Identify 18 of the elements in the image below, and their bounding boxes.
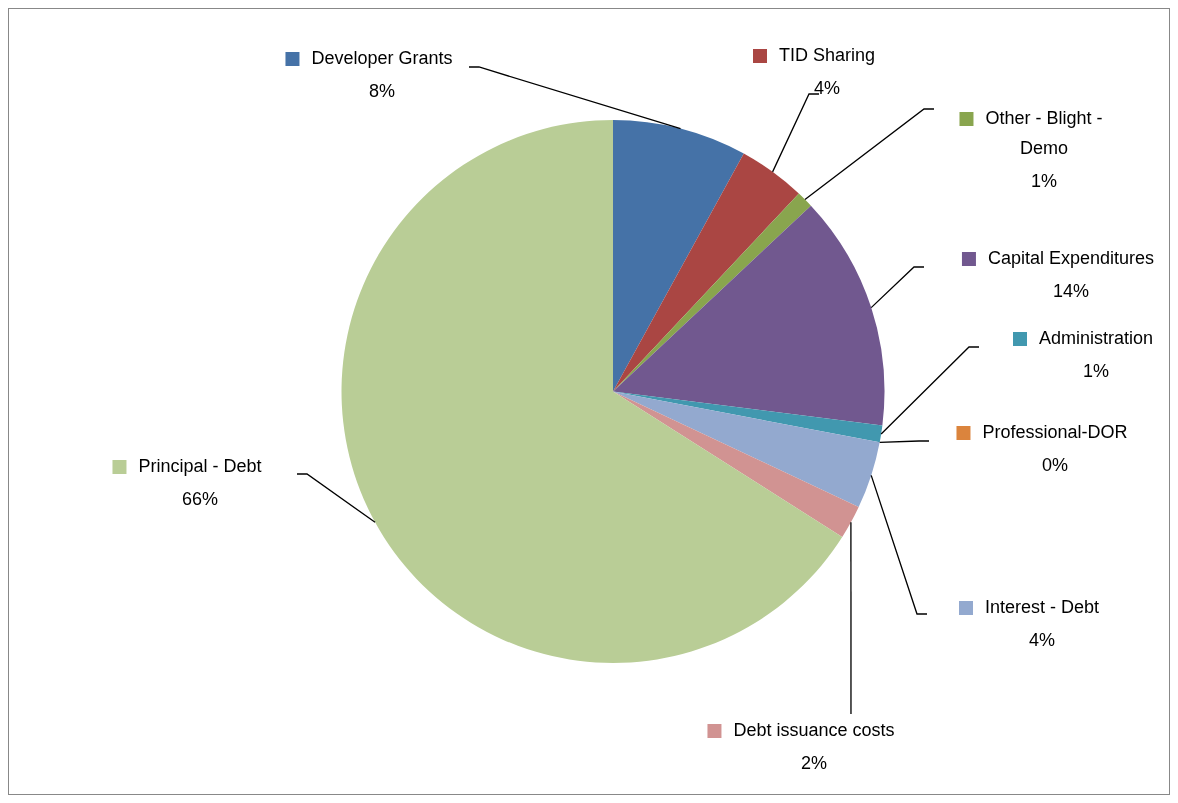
data-label: 1%: [1082, 360, 1110, 381]
legend-label: Other - Blight - Demo: [985, 107, 1103, 158]
legend-label: Interest - Debt: [984, 596, 1100, 617]
legend-label: Administration: [1038, 327, 1154, 348]
data-label: 4%: [1028, 629, 1056, 650]
data-label: 1%: [1030, 170, 1058, 191]
data-label: 2%: [800, 752, 828, 773]
legend-label: Principal - Debt: [138, 455, 262, 476]
legend-label: Debt issuance costs: [733, 719, 895, 740]
legend-label: Developer Grants: [311, 47, 453, 68]
data-label: 66%: [181, 488, 219, 509]
data-label: 14%: [1052, 280, 1090, 301]
data-label: 4%: [813, 77, 841, 98]
legend-label: Capital Expenditures: [987, 247, 1155, 268]
data-label: 8%: [368, 80, 396, 101]
legend-label: Professional-DOR: [982, 421, 1128, 442]
legend-label: TID Sharing: [778, 44, 876, 65]
text: 0%: [1041, 454, 1069, 475]
